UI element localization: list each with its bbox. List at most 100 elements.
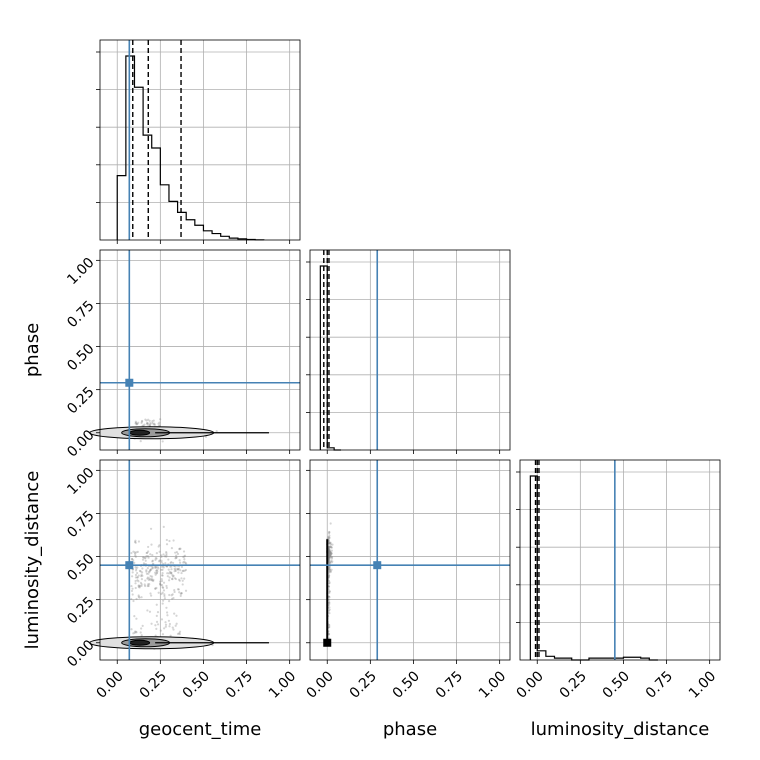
scatter-point bbox=[154, 557, 157, 560]
scatter-point bbox=[163, 597, 166, 600]
truth-marker bbox=[125, 378, 134, 387]
scatter-point bbox=[330, 552, 333, 555]
scatter-point bbox=[174, 624, 177, 627]
scatter-point bbox=[139, 581, 143, 584]
scatter-point bbox=[179, 594, 182, 597]
x-tick-label: 0.75 bbox=[223, 668, 256, 701]
scatter-point bbox=[158, 559, 161, 562]
scatter-point bbox=[160, 574, 164, 577]
scatter-point bbox=[331, 560, 334, 563]
scatter-point bbox=[168, 570, 172, 573]
scatter-point bbox=[130, 584, 133, 588]
scatter-point bbox=[328, 551, 331, 555]
scatter-point bbox=[180, 577, 183, 580]
scatter-point bbox=[160, 554, 163, 557]
scatter-point bbox=[167, 568, 170, 571]
scatter-point bbox=[328, 545, 331, 549]
scatter-point bbox=[147, 578, 150, 582]
scatter-point bbox=[147, 572, 150, 575]
scatter-point bbox=[160, 568, 163, 571]
scatter-point bbox=[328, 556, 331, 559]
scatter-point bbox=[328, 608, 331, 611]
x-tick-label: 0.75 bbox=[643, 668, 676, 701]
scatter-point bbox=[159, 580, 162, 583]
scatter-point bbox=[177, 588, 180, 591]
scatter-point bbox=[168, 539, 171, 543]
scatter-point bbox=[162, 566, 165, 569]
scatter-point bbox=[155, 603, 158, 606]
scatter-point bbox=[329, 554, 332, 557]
y-tick-label: 0.75 bbox=[64, 508, 97, 541]
x-tick-label: 0.25 bbox=[137, 668, 170, 701]
scatter-point bbox=[154, 571, 157, 574]
scatter-point bbox=[145, 555, 148, 558]
scatter-point bbox=[328, 551, 331, 554]
scatter-point bbox=[174, 557, 177, 560]
scatter-point bbox=[156, 570, 159, 573]
x-tick-label: 0.00 bbox=[513, 668, 546, 701]
scatter-point bbox=[155, 569, 158, 572]
scatter-point bbox=[177, 571, 180, 574]
y-axis-label-luminosity_distance: luminosity_distance bbox=[22, 471, 43, 650]
scatter-point bbox=[170, 571, 173, 574]
scatter-point bbox=[134, 541, 137, 544]
x-tick-label: 0.00 bbox=[303, 668, 336, 701]
scatter-point bbox=[159, 583, 162, 586]
scatter-point bbox=[149, 592, 152, 595]
scatter-point bbox=[157, 567, 160, 570]
scatter-point bbox=[171, 597, 174, 600]
scatter-point bbox=[168, 622, 172, 626]
scatter-point bbox=[148, 570, 151, 573]
scatter-point bbox=[330, 546, 333, 549]
scatter-point bbox=[146, 555, 150, 558]
scatter-point bbox=[144, 556, 147, 559]
scatter-point bbox=[178, 548, 181, 551]
scatter-point bbox=[132, 550, 135, 553]
scatter-point bbox=[151, 579, 154, 582]
panel-border bbox=[99, 459, 301, 661]
scatter-point bbox=[329, 543, 333, 546]
scatter-point bbox=[330, 556, 334, 559]
scatter-point bbox=[329, 551, 332, 554]
scatter-point bbox=[149, 553, 152, 556]
scatter-point bbox=[328, 556, 331, 560]
scatter-point bbox=[178, 579, 181, 582]
scatter-point bbox=[155, 627, 158, 630]
scatter-point bbox=[327, 585, 331, 588]
scatter-point bbox=[140, 571, 144, 574]
scatter-point bbox=[137, 585, 140, 588]
y-tick-label: 0.25 bbox=[64, 384, 97, 417]
scatter-point bbox=[174, 569, 177, 573]
scatter-point bbox=[133, 631, 136, 634]
scatter-point bbox=[328, 590, 331, 593]
scatter-point bbox=[162, 589, 166, 592]
scatter-point bbox=[174, 551, 177, 554]
scatter-point bbox=[136, 579, 139, 582]
scatter-point bbox=[138, 584, 141, 587]
scatter-point bbox=[140, 584, 143, 587]
scatter-point bbox=[136, 422, 139, 426]
scatter-point bbox=[180, 592, 183, 595]
scatter-point bbox=[152, 579, 155, 583]
scatter-point bbox=[157, 422, 160, 425]
scatter-point bbox=[329, 552, 333, 555]
scatter-point bbox=[165, 554, 168, 557]
scatter-point bbox=[328, 554, 331, 558]
scatter-point bbox=[143, 584, 147, 588]
scatter-point bbox=[327, 546, 331, 549]
scatter-point bbox=[146, 422, 150, 425]
scatter-point bbox=[165, 606, 168, 609]
contour-inner bbox=[129, 429, 151, 436]
scatter-point bbox=[156, 623, 160, 626]
scatter-point bbox=[161, 572, 164, 575]
scatter-point bbox=[328, 548, 331, 551]
scatter-point bbox=[329, 522, 332, 525]
scatter-point bbox=[328, 541, 331, 544]
scatter-point bbox=[328, 625, 331, 628]
scatter-point bbox=[149, 568, 152, 572]
scatter-point bbox=[145, 570, 148, 573]
panel-background bbox=[310, 250, 510, 450]
scatter-point bbox=[155, 572, 158, 575]
scatter-point bbox=[329, 570, 332, 573]
scatter-point bbox=[142, 556, 145, 559]
